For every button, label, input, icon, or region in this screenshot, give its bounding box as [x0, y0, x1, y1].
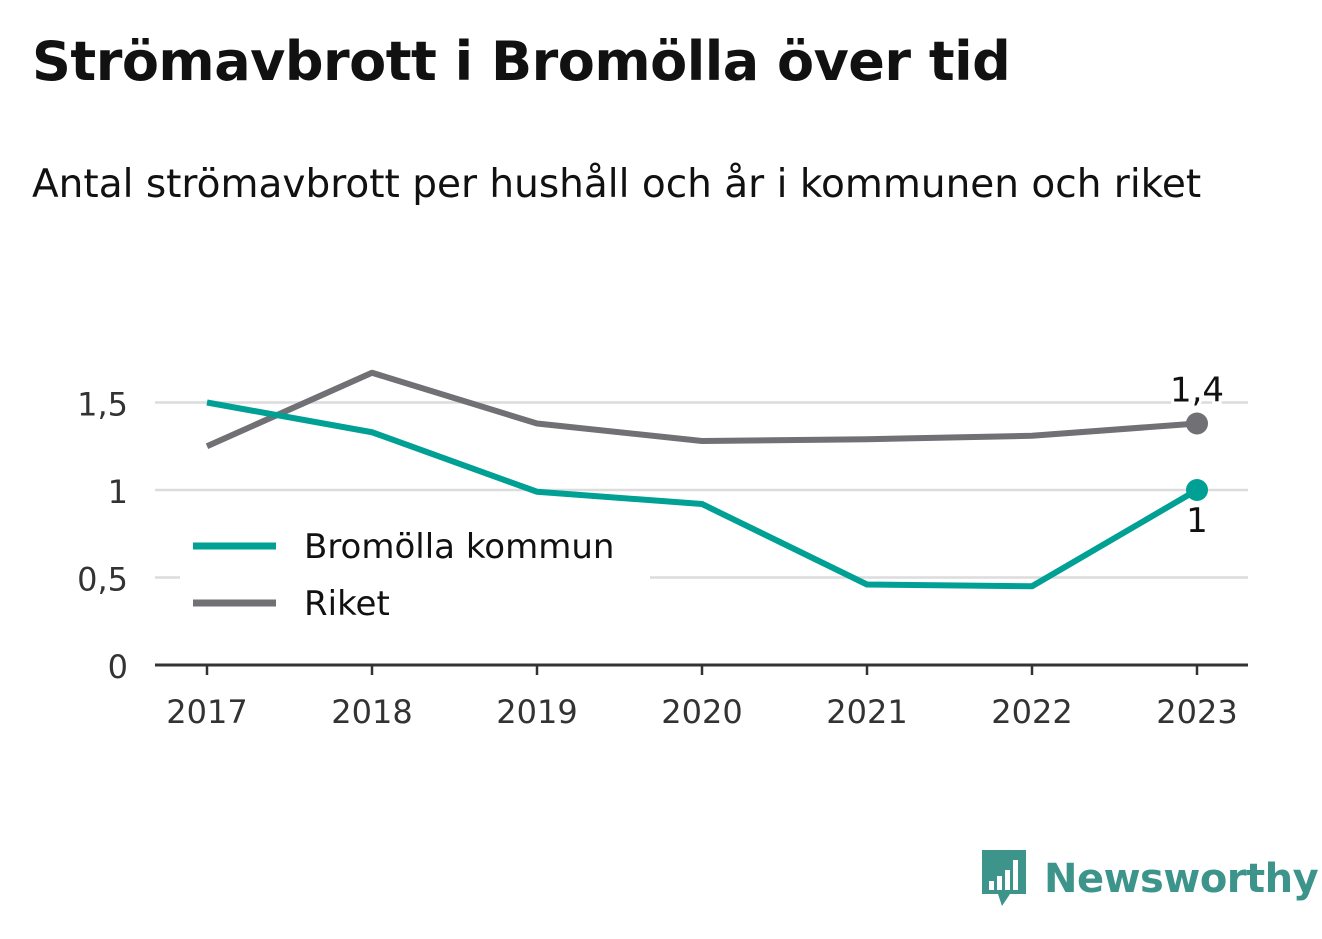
- y-tick-label: 0: [108, 648, 128, 686]
- end-point-marker: [1186, 412, 1208, 435]
- x-tick-label: 2022: [991, 693, 1072, 731]
- y-tick-label: 1,5: [77, 386, 128, 424]
- y-tick-label: 1: [108, 473, 128, 511]
- chart-subtitle: Antal strömavbrott per hushåll och år i …: [32, 162, 1202, 207]
- legend-label: Bromölla kommun: [304, 527, 614, 567]
- data-label: 1,4: [1170, 371, 1224, 411]
- newsworthy-brand: Newsworthy: [980, 848, 1319, 910]
- x-tick-label: 2018: [331, 693, 412, 731]
- x-tick-label: 2017: [166, 693, 247, 731]
- chart-title: Strömavbrott i Bromölla över tid: [32, 30, 1011, 93]
- newsworthy-logo-icon: [982, 850, 1026, 906]
- x-tick-label: 2023: [1156, 693, 1237, 731]
- series-lines: [205, 369, 1208, 590]
- x-tick-label: 2021: [826, 693, 907, 731]
- legend-background: [180, 518, 650, 634]
- y-tick-label: 0,5: [77, 561, 128, 599]
- end-point-marker: [1186, 479, 1208, 501]
- x-tick-label: 2020: [661, 693, 742, 731]
- legend: Bromölla kommun Riket: [180, 518, 650, 634]
- legend-label: Riket: [304, 584, 390, 624]
- series-line: [205, 369, 1198, 449]
- data-label: 1: [1186, 501, 1208, 541]
- axes: 0 0,5 1 1,5 2017 2018 2019 2020 2021 2022 2023: [77, 386, 1248, 731]
- x-tick-label: 2019: [496, 693, 577, 731]
- data-labels: 1,41: [1167, 368, 1227, 545]
- series-line: [206, 399, 1199, 590]
- brand-name: Newsworthy: [1044, 856, 1319, 902]
